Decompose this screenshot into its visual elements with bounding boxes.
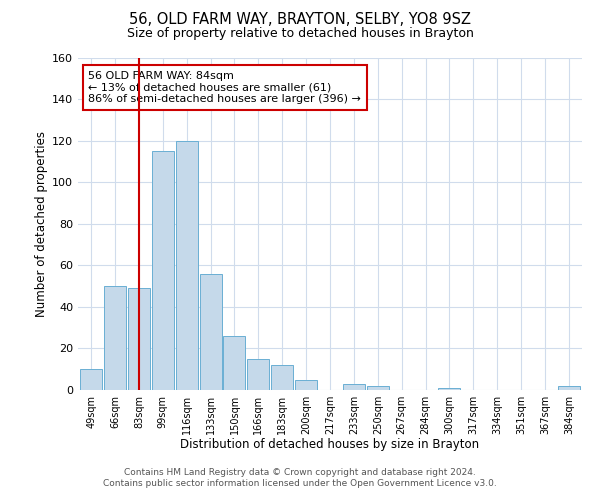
Bar (104, 286, 126, 390)
Bar (271, 365, 293, 390)
Text: Contains HM Land Registry data © Crown copyright and database right 2024.
Contai: Contains HM Land Registry data © Crown c… (103, 468, 497, 487)
Bar (247, 359, 269, 390)
Bar (439, 388, 460, 390)
X-axis label: Distribution of detached houses by size in Brayton: Distribution of detached houses by size … (181, 438, 479, 452)
Bar (367, 386, 389, 390)
Y-axis label: Number of detached properties: Number of detached properties (35, 130, 48, 317)
Bar (200, 274, 221, 390)
Bar (343, 384, 365, 390)
Bar (152, 151, 174, 390)
Bar (223, 336, 245, 390)
Text: Size of property relative to detached houses in Brayton: Size of property relative to detached ho… (127, 28, 473, 40)
Bar (80, 369, 102, 390)
Text: 56, OLD FARM WAY, BRAYTON, SELBY, YO8 9SZ: 56, OLD FARM WAY, BRAYTON, SELBY, YO8 9S… (129, 12, 471, 28)
Text: 56 OLD FARM WAY: 84sqm
← 13% of detached houses are smaller (61)
86% of semi-det: 56 OLD FARM WAY: 84sqm ← 13% of detached… (88, 71, 361, 104)
Bar (176, 140, 197, 390)
Bar (558, 386, 580, 390)
Bar (295, 380, 317, 390)
Bar (128, 288, 150, 390)
